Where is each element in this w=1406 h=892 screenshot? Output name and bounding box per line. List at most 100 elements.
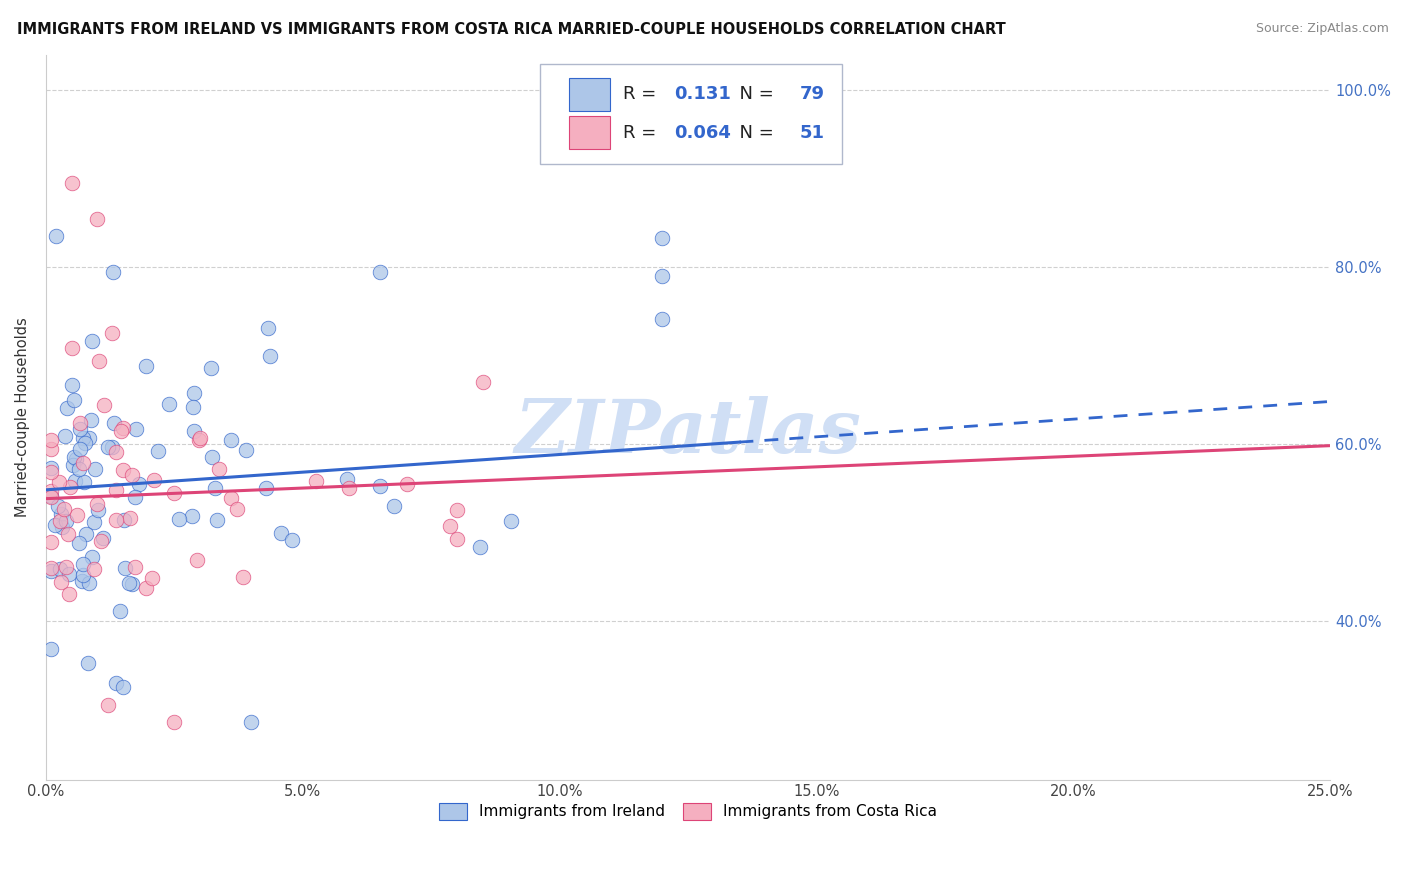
Text: N =: N = [728,86,779,103]
Point [91,531,114,545]
Point [181,508,204,523]
Point [163,715,186,730]
Point [108,604,131,618]
Point [73,435,96,450]
Point [97,698,120,712]
Point [90,533,112,548]
Point [118,511,141,525]
Point [46,500,69,514]
Point [39,461,62,475]
Point [75,527,97,541]
Text: N =: N = [728,124,779,142]
Point [201,450,224,464]
Point [183,424,205,438]
Point [163,485,186,500]
Point [49,562,72,576]
Point [69,417,91,431]
Point [72,456,94,470]
Point [157,397,180,411]
FancyBboxPatch shape [568,78,610,111]
Point [124,490,146,504]
Point [53,429,76,443]
Point [200,361,222,376]
Point [208,462,231,476]
Point [67,536,90,550]
Point [45,229,67,244]
Point [101,264,124,278]
Point [39,483,62,498]
Point [395,476,418,491]
Point [135,581,157,595]
Point [39,641,62,656]
Point [146,443,169,458]
Point [471,376,494,390]
Point [118,576,141,591]
Point [105,445,128,459]
Point [183,401,205,415]
Point [270,526,292,541]
Text: 79: 79 [800,86,825,103]
Point [39,561,62,575]
Point [39,465,62,479]
Point [73,475,96,489]
Point [63,450,86,464]
Point [77,575,100,590]
Point [446,503,468,517]
FancyBboxPatch shape [568,116,610,149]
Point [59,480,82,494]
Point [48,475,70,489]
Point [125,422,148,436]
Point [112,463,135,477]
Point [235,443,257,458]
Point [86,497,108,511]
Point [105,675,128,690]
Point [240,715,263,730]
Point [186,553,208,567]
Point [219,433,242,447]
Point [76,656,98,670]
Point [104,512,127,526]
Point [124,560,146,574]
Point [56,526,79,541]
Point [77,431,100,445]
Point [499,515,522,529]
Point [225,502,247,516]
Point [382,500,405,514]
Text: ZIPatlas: ZIPatlas [515,396,862,468]
Point [111,420,134,434]
Point [101,440,124,454]
Point [49,515,72,529]
Point [60,377,83,392]
Point [439,519,461,533]
Point [87,353,110,368]
Point [169,512,191,526]
Point [56,401,79,416]
Point [468,541,491,555]
Text: Source: ZipAtlas.com: Source: ZipAtlas.com [1256,22,1389,36]
Point [143,474,166,488]
Point [207,513,229,527]
Text: IMMIGRANTS FROM IRELAND VS IMMIGRANTS FROM COSTA RICA MARRIED-COUPLE HOUSEHOLDS : IMMIGRANTS FROM IRELAND VS IMMIGRANTS FR… [17,22,1005,37]
Text: 51: 51 [800,124,825,142]
Point [368,479,391,493]
Point [69,442,91,457]
Point [63,392,86,407]
Point [281,533,304,548]
Point [114,560,136,574]
Point [87,502,110,516]
Point [651,311,673,326]
Point [103,416,125,430]
Point [39,489,62,503]
Point [183,386,205,401]
Point [219,491,242,505]
Point [97,440,120,454]
Point [80,334,103,349]
Point [110,424,132,438]
Point [446,533,468,547]
Point [39,491,62,505]
Legend: Immigrants from Ireland, Immigrants from Costa Rica: Immigrants from Ireland, Immigrants from… [433,797,943,826]
Point [84,462,107,476]
Point [100,326,122,340]
Point [651,231,673,245]
Point [63,474,86,488]
